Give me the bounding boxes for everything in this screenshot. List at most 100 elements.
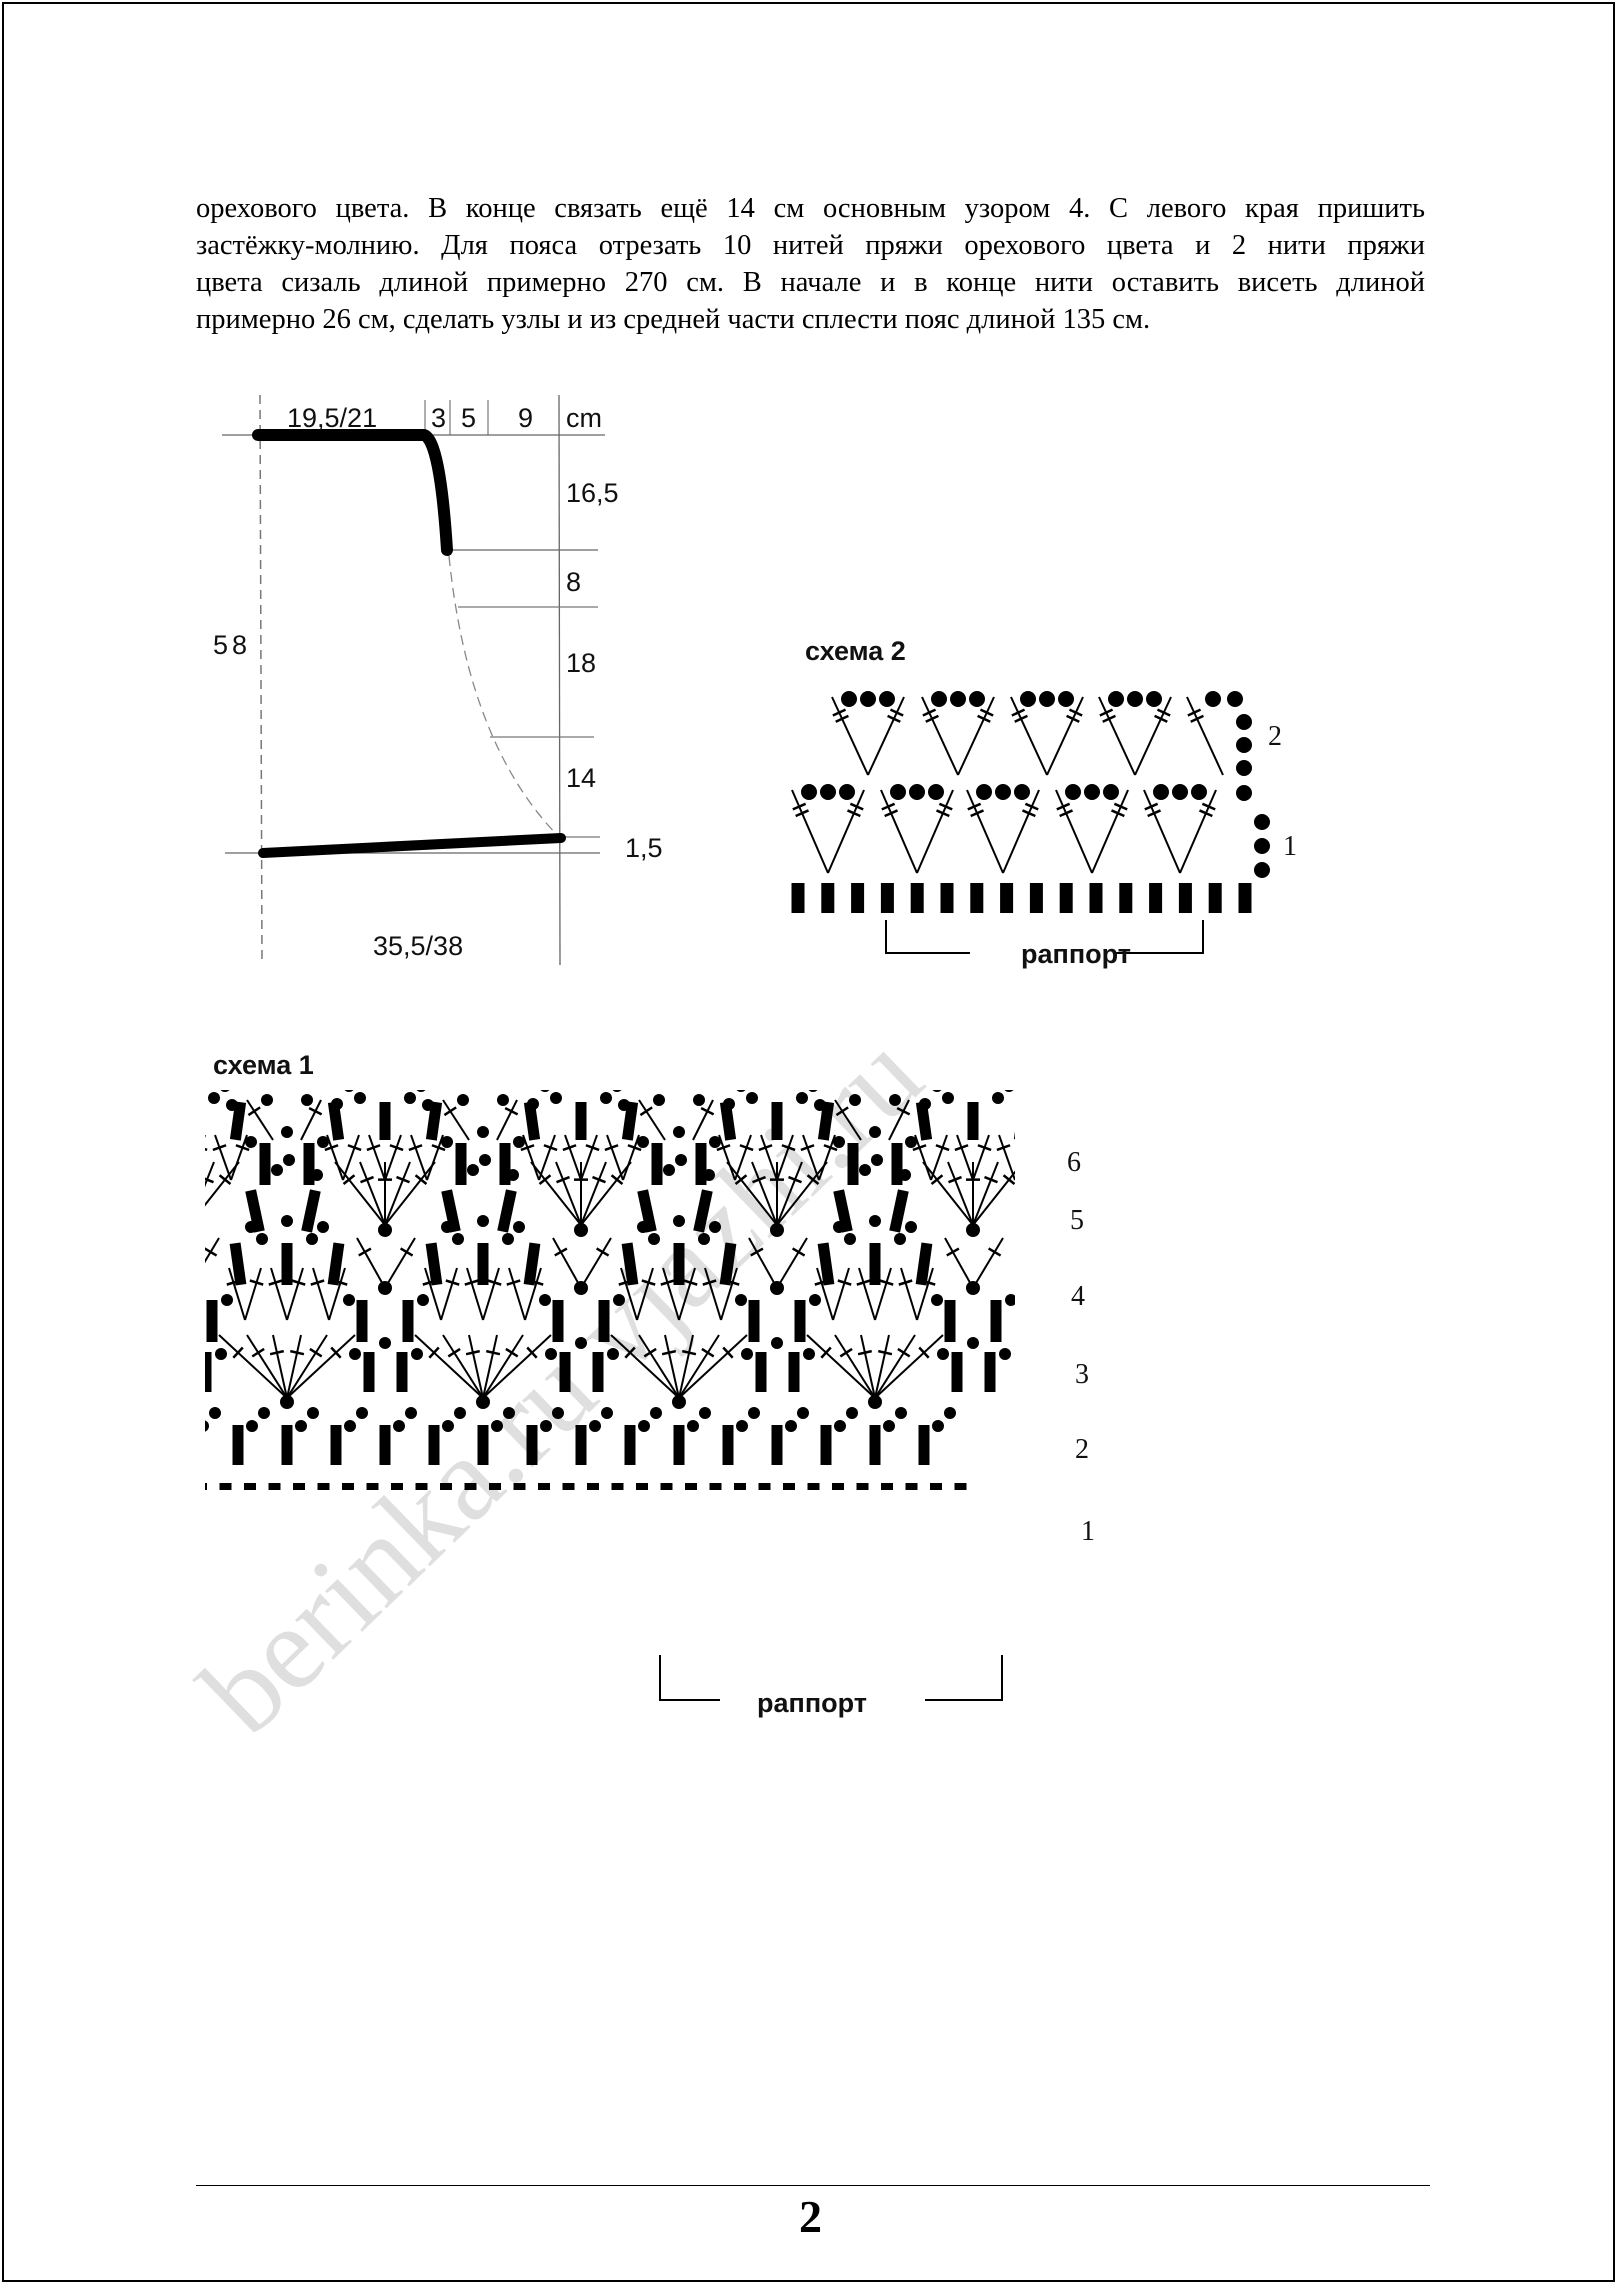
- single-crochet-bar: [244, 1483, 256, 1490]
- chain-stitch-dot: [937, 1348, 949, 1360]
- double-crochet-stitch: [1179, 789, 1217, 874]
- single-crochet-bar: [489, 1483, 501, 1490]
- double-crochet-stitch: [75, 1268, 91, 1320]
- chain-stitch-dot: [295, 1420, 307, 1432]
- double-crochet-stitch: [922, 1161, 974, 1226]
- stitch-crossbar: [485, 1349, 501, 1356]
- stitch-crossbar: [487, 1279, 502, 1286]
- single-crochet-bar: [944, 1300, 956, 1342]
- chain-stitch-dot: [75, 1164, 87, 1176]
- chain-stitch-dot: [1108, 691, 1124, 707]
- chain-stitch-dot: [356, 1407, 368, 1419]
- double-crochet-stitch: [638, 1099, 666, 1141]
- stitch-crossbar: [148, 1175, 159, 1184]
- chain-stitch-dot: [844, 1233, 856, 1245]
- single-crochet-bar: [1000, 883, 1014, 913]
- stitch-crossbar: [74, 1351, 88, 1354]
- stitch-crossbar: [1147, 809, 1161, 818]
- single-crochet-bar: [49, 1189, 68, 1232]
- double-crochet-stitch: [117, 1268, 133, 1320]
- repeat-bracket: [885, 920, 1204, 954]
- chain-stitch-dot: [736, 1090, 746, 1092]
- double-crochet-stitch: [972, 1237, 1004, 1289]
- single-crochet-bar: [168, 1352, 179, 1392]
- double-crochet-stitch: [678, 1334, 720, 1399]
- chain-stitch-dot: [62, 1407, 74, 1419]
- row-label: 2: [1075, 1434, 1089, 1465]
- single-crochet-bar: [229, 1101, 247, 1141]
- stitch-crossbar: [94, 1351, 108, 1354]
- stitch-crossbar: [506, 1279, 521, 1286]
- single-crochet-bar: [391, 1483, 403, 1490]
- chain-stitch-dot: [283, 1154, 295, 1166]
- chain-stitch-dot: [931, 1294, 943, 1306]
- single-crochet-bar: [587, 1483, 599, 1490]
- height-label: 8: [566, 567, 581, 597]
- double-crochet-stitch: [1143, 789, 1181, 874]
- stitch-crossbar: [310, 1279, 325, 1286]
- stitch-crossbar: [946, 1247, 960, 1257]
- single-crochet-bar: [889, 1189, 909, 1233]
- stitch-crossbar: [342, 1174, 356, 1185]
- double-crochet-stitch: [272, 1334, 288, 1399]
- shoulder-outline: [252, 429, 453, 556]
- single-crochet-bar: [1059, 883, 1073, 913]
- double-crochet-stitch: [300, 1099, 322, 1141]
- chain-stitch-dot: [1127, 691, 1143, 707]
- chain-stitch-dot: [405, 1407, 417, 1419]
- double-crochet-stitch: [286, 1334, 328, 1399]
- stitch-crossbar: [129, 1145, 142, 1150]
- stitch-crossbar: [218, 1174, 232, 1185]
- double-crochet-stitch: [424, 1267, 442, 1321]
- chain-stitch-dot: [49, 1136, 61, 1148]
- single-crochet-bar: [132, 1101, 148, 1140]
- stitch-crossbar: [839, 1347, 853, 1358]
- stitch-crossbar: [1059, 809, 1073, 818]
- double-crochet-stitch: [827, 789, 865, 874]
- single-crochet-bar: [523, 1101, 541, 1141]
- stitch-crossbar: [936, 809, 950, 818]
- double-crochet-stitch: [468, 1334, 484, 1399]
- stitch-crossbar: [585, 1144, 600, 1152]
- chain-stitch-dot: [879, 691, 895, 707]
- stitch-crossbar: [701, 1347, 715, 1358]
- single-crochet-bar: [821, 883, 835, 913]
- double-crochet-stitch: [776, 1161, 803, 1226]
- double-crochet-stitch: [91, 1335, 159, 1398]
- chain-stitch-dot: [600, 1092, 612, 1104]
- chain-stitch-dot: [675, 1154, 687, 1166]
- chain-stitch-dot: [111, 1407, 123, 1419]
- single-crochet-bar: [820, 1425, 832, 1465]
- single-crochet-bar: [817, 1101, 835, 1141]
- double-crochet-stitch: [161, 1238, 189, 1288]
- stitch-crossbar: [135, 1348, 145, 1358]
- chain-stitch-dot: [803, 1348, 815, 1360]
- single-crochet-bar: [951, 1352, 963, 1392]
- single-crochet-bar: [695, 1143, 707, 1185]
- chain-stitch-dot: [942, 1092, 954, 1104]
- stitch-crossbar: [330, 1346, 342, 1359]
- single-crochet-bar: [954, 1483, 967, 1490]
- single-crochet-bar: [497, 1189, 517, 1233]
- chain-stitch-dot: [663, 1164, 675, 1176]
- chain-stitch-dot: [452, 1233, 464, 1245]
- chain-stitch-dot: [183, 1337, 195, 1349]
- single-crochet-bar: [621, 1242, 639, 1286]
- single-crochet-bar: [881, 1483, 893, 1490]
- single-crochet-bar: [575, 1425, 587, 1465]
- single-crochet-bar: [396, 1352, 408, 1392]
- chain-stitch-dot: [271, 1164, 283, 1176]
- single-crochet-bar: [970, 883, 984, 913]
- double-crochet-stitch: [972, 1161, 999, 1226]
- single-crochet-bar: [891, 1143, 903, 1185]
- double-crochet-stitch: [610, 1334, 680, 1399]
- double-crochet-stitch: [173, 1135, 189, 1180]
- stitch-crossbar: [835, 714, 849, 723]
- double-crochet-stitch: [678, 1267, 696, 1321]
- single-crochet-bar: [755, 1352, 767, 1392]
- chain-stitch-dot: [801, 784, 817, 800]
- chain-stitch-dot: [280, 1395, 294, 1409]
- chain-stitch-dot: [1018, 1270, 1030, 1282]
- chain-stitch-dot: [1018, 1440, 1030, 1452]
- single-crochet-bar: [356, 1300, 368, 1342]
